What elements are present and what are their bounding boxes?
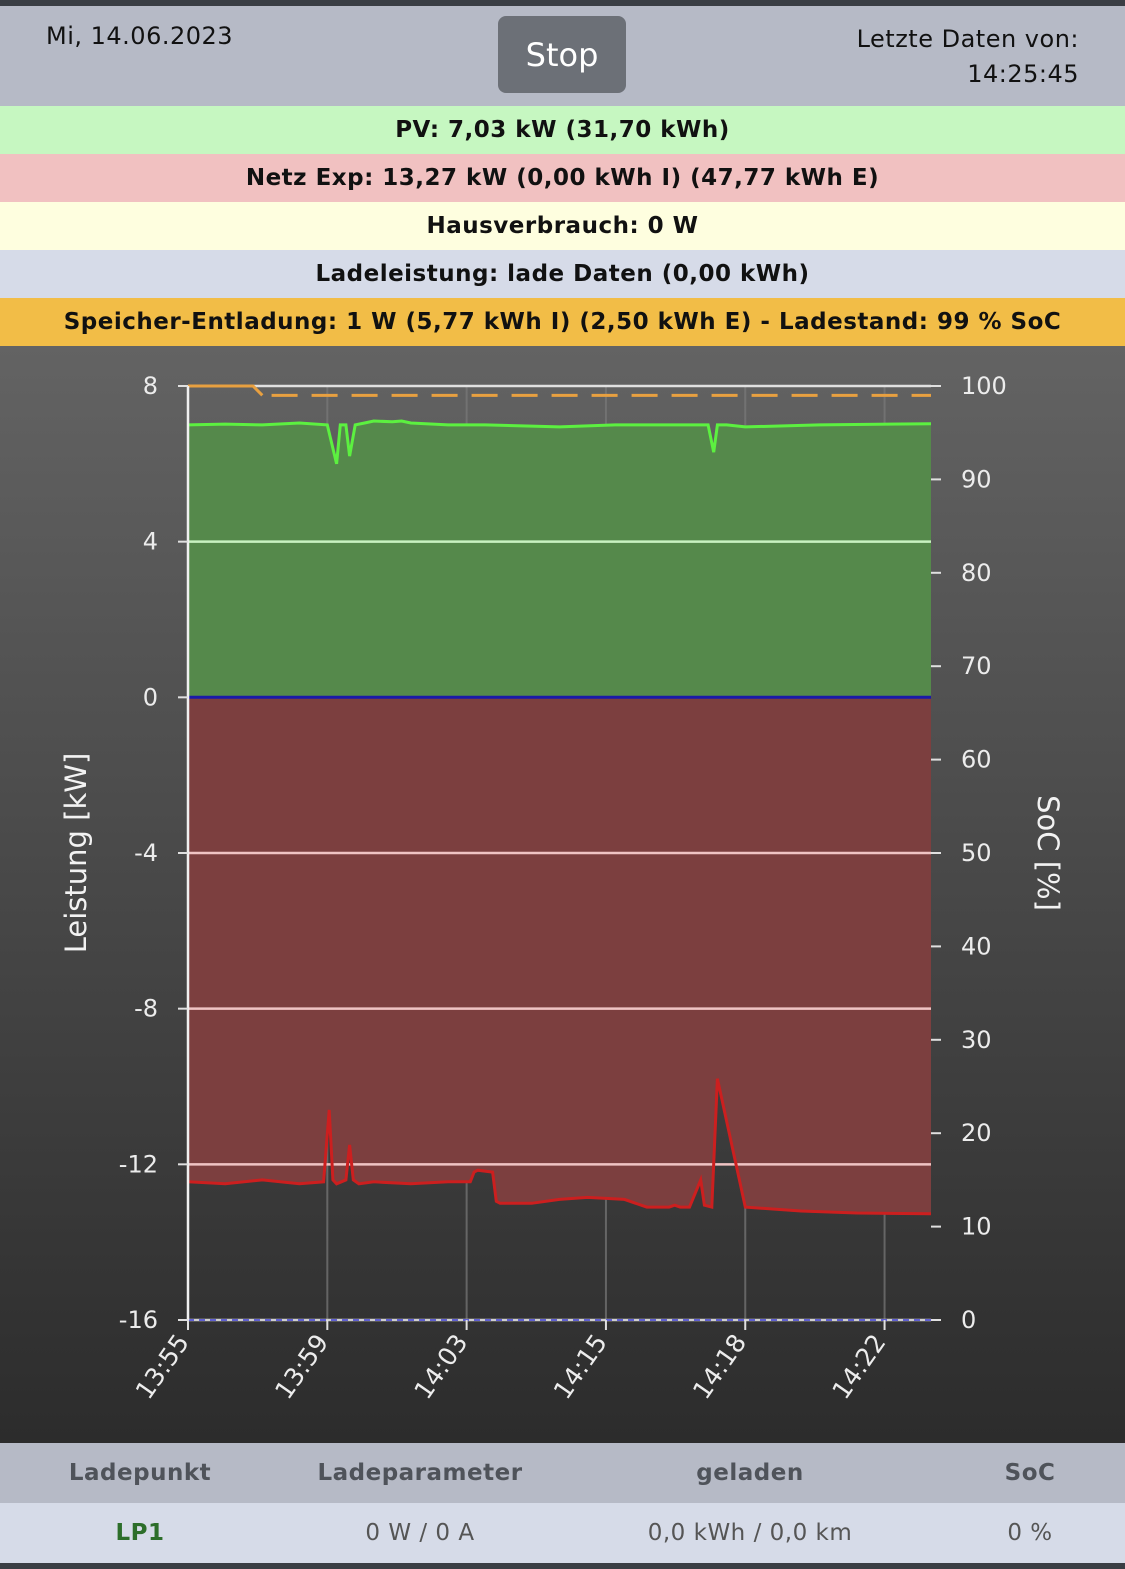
y2-tick-label: 100 <box>961 372 1007 400</box>
table-row[interactable]: LP1 0 W / 0 A 0,0 kWh / 0,0 km 0 % <box>0 1503 1125 1563</box>
header-geladen: geladen <box>696 1460 804 1486</box>
charge-point-name[interactable]: LP1 <box>115 1520 165 1546</box>
x-tick-label: 14:03 <box>408 1329 473 1405</box>
last-data-time: 14:25:45 <box>967 60 1079 88</box>
y-tick-label: 8 <box>143 372 158 400</box>
grid-line <box>187 1078 932 1216</box>
y-tick-label: 4 <box>143 528 158 556</box>
header-bar: Mi, 14.06.2023 Stop Letzte Daten von: 14… <box>0 6 1125 106</box>
y-tick-label: -16 <box>119 1306 158 1334</box>
vehicle-soc: 0 % <box>1007 1520 1053 1546</box>
y2-tick-label: 90 <box>961 465 992 493</box>
y2-axis-title: SoC [%] <box>1031 795 1065 911</box>
header-ladepunkt: Ladepunkt <box>68 1460 212 1486</box>
charged-amount: 0,0 kWh / 0,0 km <box>647 1520 853 1546</box>
header-ladeparameter: Ladeparameter <box>317 1460 523 1486</box>
y2-tick-label: 0 <box>961 1306 976 1334</box>
x-tick-label: 14:18 <box>687 1329 752 1405</box>
y-tick-label: 0 <box>143 683 158 711</box>
y-axis-title: Leistung [kW] <box>59 753 93 954</box>
pv-status: PV: 7,03 kW (31,70 kWh) <box>0 106 1125 154</box>
stop-button[interactable]: Stop <box>498 16 626 93</box>
last-data-label: Letzte Daten von: <box>856 25 1079 53</box>
y-tick-label: -4 <box>134 839 158 867</box>
x-tick-label: 13:59 <box>269 1329 334 1405</box>
x-tick-label: 13:55 <box>130 1329 195 1405</box>
y2-tick-label: 60 <box>961 746 992 774</box>
last-data-info: Letzte Daten von: 14:25:45 <box>857 22 1079 92</box>
grid-status: Netz Exp: 13,27 kW (0,00 kWh I) (47,77 k… <box>0 154 1125 202</box>
y2-tick-label: 80 <box>961 559 992 587</box>
power-chart-area: 8 4 0 -4 -8 -12 -16 100 90 80 70 60 50 40 30 20 10 0 13:55… <box>0 346 1125 1443</box>
y-tick-label: -12 <box>119 1150 158 1178</box>
house-consumption-status: Hausverbrauch: 0 W <box>0 202 1125 250</box>
x-tick-label: 14:22 <box>826 1329 891 1405</box>
bottom-strip <box>0 1563 1125 1569</box>
y2-tick-label: 50 <box>961 839 992 867</box>
pv-area <box>188 421 931 698</box>
top-strip <box>0 0 1125 6</box>
y2-tick-label: 30 <box>961 1026 992 1054</box>
storage-status: Speicher-Entladung: 1 W (5,77 kWh I) (2,… <box>0 298 1125 346</box>
header-soc: SoC <box>1004 1460 1056 1486</box>
y2-tick-label: 20 <box>961 1119 992 1147</box>
y2-tick-label: 70 <box>961 652 992 680</box>
y2-tick-label: 40 <box>961 932 992 960</box>
soc-line-start <box>188 384 264 397</box>
date-label: Mi, 14.06.2023 <box>46 22 234 50</box>
pv-line <box>187 419 932 465</box>
power-chart: 840-4-8-12-16100908070605040302010013:55… <box>59 372 1065 1405</box>
charge-point-table: Ladepunkt Ladeparameter geladen SoC LP1 … <box>0 1443 1125 1569</box>
y-tick-label: -8 <box>134 995 158 1023</box>
table-header-row: Ladepunkt Ladeparameter geladen SoC <box>0 1443 1125 1503</box>
charge-parameters: 0 W / 0 A <box>365 1520 475 1546</box>
grid-area <box>188 697 931 1214</box>
y2-tick-label: 10 <box>961 1213 992 1241</box>
x-tick-label: 14:15 <box>548 1329 613 1405</box>
charging-power-status: Ladeleistung: lade Daten (0,00 kWh) <box>0 250 1125 298</box>
